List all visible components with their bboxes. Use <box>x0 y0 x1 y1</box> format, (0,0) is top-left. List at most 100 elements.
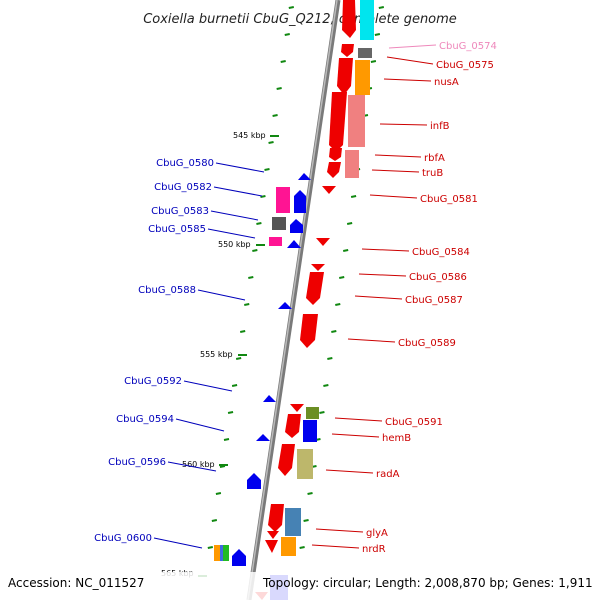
tick-mark <box>248 276 254 279</box>
gene-cbug-0592[interactable] <box>263 395 276 402</box>
gene-label[interactable]: CbuG_0600 <box>94 533 152 544</box>
leader-line <box>207 228 256 239</box>
gene-cbug-0591b[interactable] <box>285 414 301 438</box>
leader-line <box>358 273 407 277</box>
gene-label[interactable]: CbuG_0574 <box>439 41 497 52</box>
gene-cbug-0586[interactable] <box>311 264 325 271</box>
gene-cbug-0600[interactable] <box>232 549 246 566</box>
gene-label[interactable]: hemB <box>382 433 411 444</box>
gene-label[interactable]: CbuG_0585 <box>148 224 206 235</box>
gene-label[interactable]: nrdR <box>362 544 386 555</box>
gene-cbug-0580[interactable] <box>298 173 311 180</box>
cog-box-olive <box>306 407 319 419</box>
gene-label[interactable]: CbuG_0583 <box>151 206 209 217</box>
tick-mark <box>350 195 357 198</box>
tick-mark <box>231 384 238 387</box>
forward-strand-genes <box>255 0 356 600</box>
scale-tick-label: 555 kbp <box>200 350 233 359</box>
tick-mark <box>272 114 278 117</box>
tick-mark <box>323 384 329 387</box>
gene-label[interactable]: CbuG_0582 <box>154 182 212 193</box>
cog-box-salmon <box>348 95 365 147</box>
leader-line <box>311 544 360 549</box>
gene-label[interactable]: CbuG_0589 <box>398 338 456 349</box>
leader-line <box>379 123 428 126</box>
scale-tick-label: 550 kbp <box>218 240 251 249</box>
tick-mark <box>268 141 274 144</box>
gene-label[interactable]: CbuG_0580 <box>156 158 214 169</box>
gene-label[interactable]: CbuG_0586 <box>409 272 467 283</box>
cog-box-green <box>222 545 229 561</box>
gene-rada[interactable] <box>268 504 284 532</box>
leader-line <box>315 528 364 533</box>
gene-label[interactable]: radA <box>376 469 400 480</box>
gene-cbug-0574[interactable] <box>342 0 356 38</box>
gene-cbug-0581[interactable] <box>322 186 336 194</box>
cog-boxes-right <box>270 0 374 600</box>
leader-line <box>388 44 437 49</box>
gene-label[interactable]: glyA <box>366 528 388 539</box>
tick-mark <box>252 249 258 252</box>
gene-label[interactable]: nusA <box>434 77 459 88</box>
map-title: Coxiella burnetii CbuG_Q212, complete ge… <box>143 12 457 27</box>
gene-label[interactable]: CbuG_0588 <box>138 285 196 296</box>
gene-label[interactable]: CbuG_0575 <box>436 60 494 71</box>
gene-nrdr[interactable] <box>265 540 278 553</box>
gene-labels-left: CbuG_0580 CbuG_0582 CbuG_0583 CbuG_0585 CbuG… <box>94 158 265 549</box>
tick-mark <box>378 6 385 9</box>
gene-label[interactable]: truB <box>422 168 443 179</box>
gene-infb[interactable] <box>329 92 347 152</box>
leader-line <box>215 162 265 173</box>
gene-nusa[interactable] <box>337 58 353 95</box>
tick-mark <box>240 330 246 333</box>
tick-mark <box>256 222 262 225</box>
leader-line <box>175 418 225 432</box>
gene-label[interactable]: CbuG_0596 <box>108 457 166 468</box>
tick-mark <box>299 546 305 549</box>
tick-mark <box>303 519 309 522</box>
gene-label[interactable]: CbuG_0581 <box>420 194 478 205</box>
gene-cbug-0582[interactable] <box>294 190 306 213</box>
tick-mark <box>288 6 294 9</box>
gene-cbug-0588[interactable] <box>278 302 292 309</box>
genome-backbone-highlight <box>247 0 338 600</box>
tick-mark <box>335 303 341 306</box>
tick-mark <box>280 60 286 63</box>
cog-box-orange2 <box>281 537 296 556</box>
leader-line <box>347 338 396 343</box>
tick-mark <box>264 168 270 171</box>
gene-cbug-0594[interactable] <box>256 434 270 441</box>
gene-label[interactable]: CbuG_0594 <box>116 414 174 425</box>
gene-cbug-0583[interactable] <box>290 219 303 233</box>
gene-label[interactable]: CbuG_0591 <box>385 417 443 428</box>
leader-line <box>354 295 403 300</box>
gene-hemb[interactable] <box>278 444 295 476</box>
leader-line <box>197 289 246 301</box>
leader-line <box>325 469 374 474</box>
tick-mark <box>374 33 381 36</box>
gene-cbug-0585[interactable] <box>287 240 301 248</box>
tick-mark <box>244 303 250 306</box>
cog-box-cyan <box>360 0 374 40</box>
cog-box-grey <box>358 48 372 58</box>
gene-cbug-0589[interactable] <box>300 314 318 348</box>
gene-label[interactable]: infB <box>430 121 450 132</box>
tick-mark <box>223 438 230 441</box>
gene-cbug-0596[interactable] <box>247 473 261 489</box>
gene-rbfa[interactable] <box>329 148 342 161</box>
gene-cbug-0591[interactable] <box>290 404 304 412</box>
gene-cbug-0587[interactable] <box>306 272 324 305</box>
gene-trub[interactable] <box>327 162 341 178</box>
tick-mark <box>219 465 226 468</box>
gene-label[interactable]: CbuG_0587 <box>405 295 463 306</box>
gene-label[interactable]: CbuG_0584 <box>412 247 470 258</box>
gene-glya[interactable] <box>267 531 279 539</box>
cog-box-lblue <box>220 545 223 561</box>
leader-line <box>383 78 432 82</box>
gene-cbug-0575[interactable] <box>341 44 354 57</box>
cog-box-salmon2 <box>345 150 359 178</box>
gene-label[interactable]: rbfA <box>424 153 445 164</box>
accession-label: Accession: NC_011527 <box>8 576 144 590</box>
gene-cbug-0584[interactable] <box>316 238 330 246</box>
gene-label[interactable]: CbuG_0592 <box>124 376 182 387</box>
